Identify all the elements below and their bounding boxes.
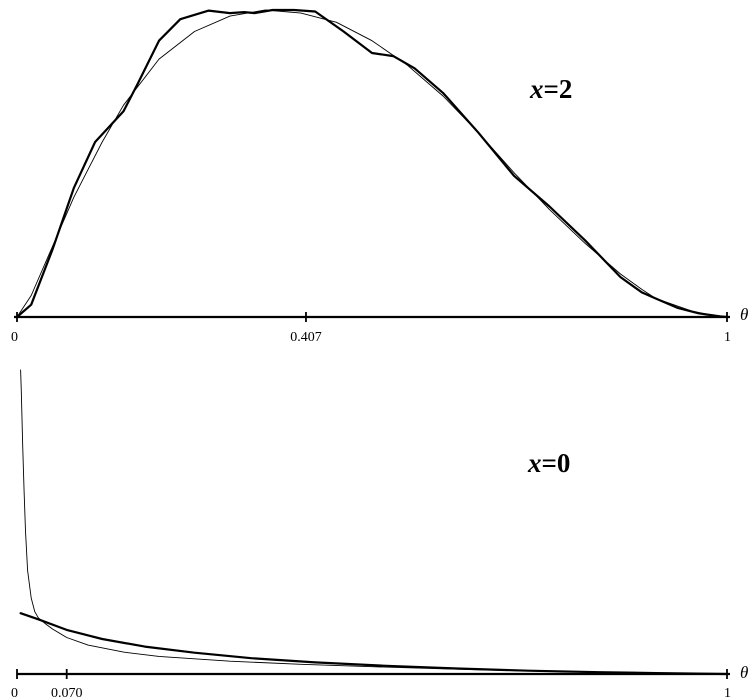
top-tick-labels: 0 0.407 1 <box>11 330 731 345</box>
top-panel-title: x=2 <box>529 74 572 104</box>
top-tick-label-0: 0 <box>11 330 18 345</box>
bottom-tick-labels: 0 0.070 1 <box>11 686 731 699</box>
top-panel: 0 0.407 1 θ x=2 <box>11 8 748 345</box>
bottom-series-thin-line <box>20 369 728 675</box>
top-tick-label-2: 1 <box>724 330 731 345</box>
top-tick-label-1: 0.407 <box>290 330 322 345</box>
bottom-panel: 0 0.070 1 θ x=0 <box>11 369 748 699</box>
top-axis-variable: θ <box>740 305 748 324</box>
bottom-series <box>19 369 729 676</box>
bottom-panel-title-rest: =0 <box>542 448 571 478</box>
top-series-thin-line <box>16 9 728 318</box>
top-series-thick-line <box>15 8 729 319</box>
bottom-axis-variable: θ <box>740 663 748 682</box>
top-panel-title-rest: =2 <box>544 74 573 104</box>
top-panel-title-var: x <box>529 74 544 104</box>
bottom-tick-label-1: 0.070 <box>51 686 83 699</box>
bottom-series-thick-line <box>19 612 729 676</box>
bottom-panel-title-var: x <box>527 448 542 478</box>
bottom-tick-label-2: 1 <box>724 686 731 699</box>
bottom-panel-title: x=0 <box>527 448 570 478</box>
top-series <box>15 8 729 319</box>
bottom-tick-label-0: 0 <box>11 686 18 699</box>
